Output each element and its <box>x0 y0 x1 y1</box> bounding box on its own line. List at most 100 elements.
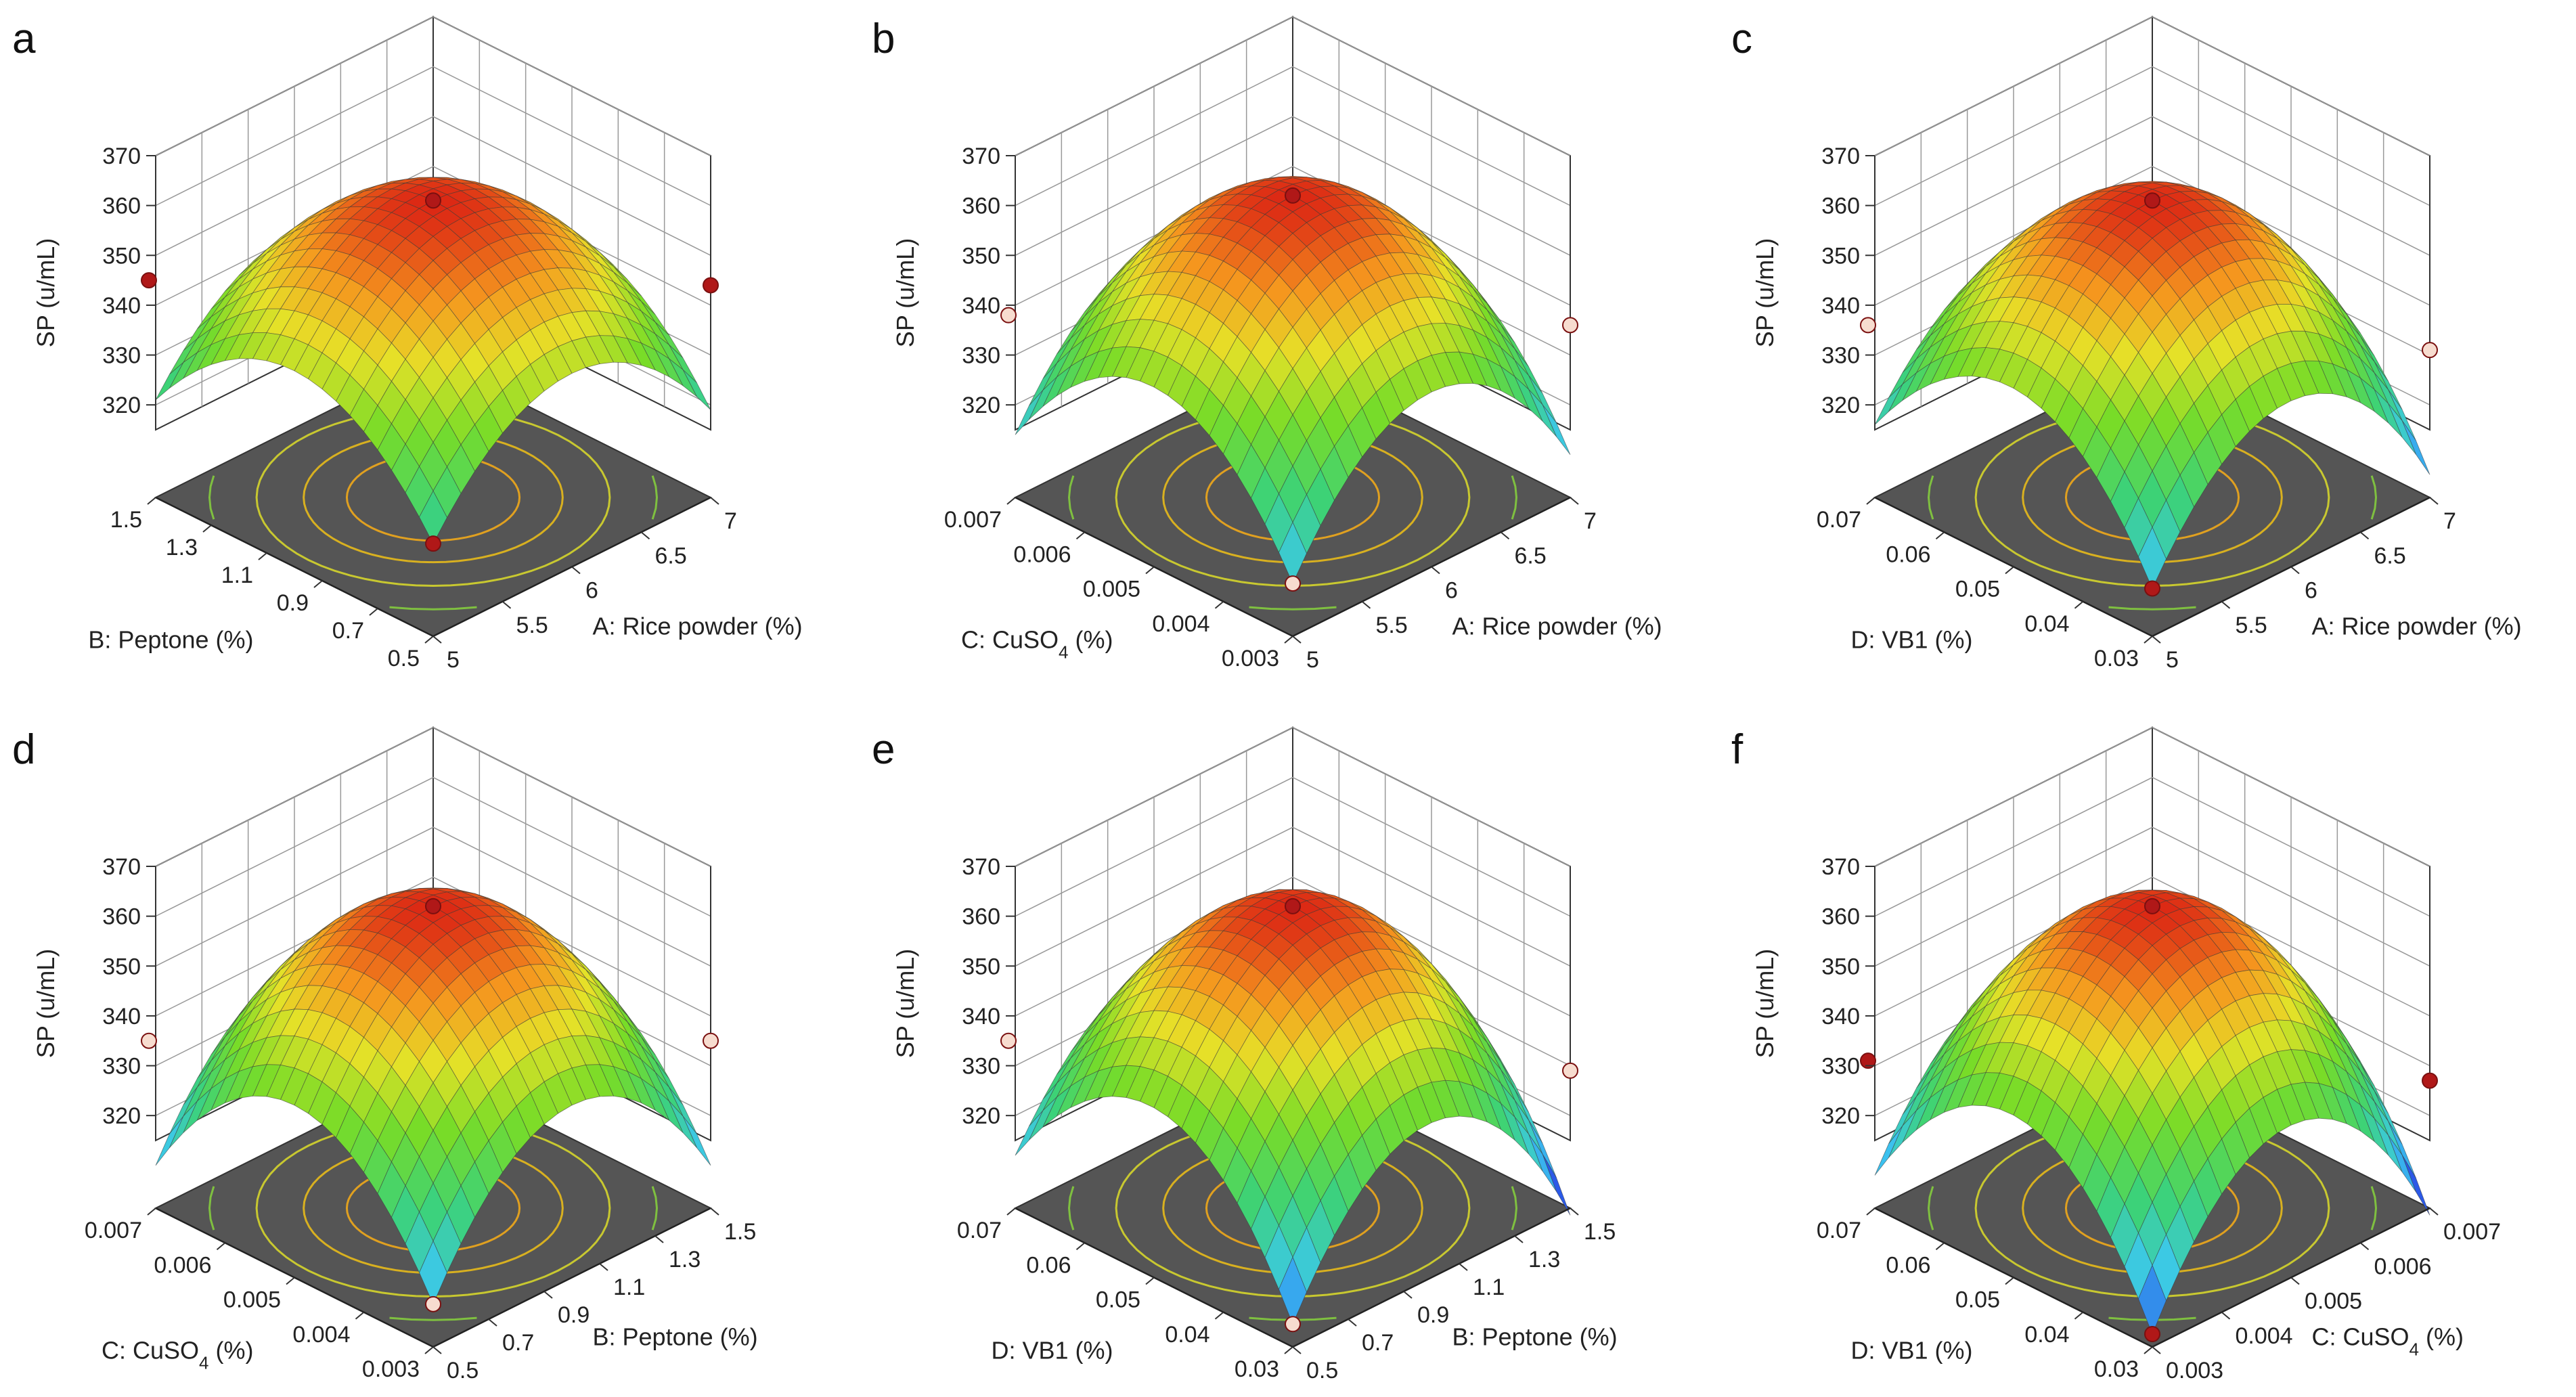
y-axis-label-post: (%) <box>1069 625 1113 653</box>
x-tick <box>1514 1235 1524 1243</box>
contour-line <box>651 1186 659 1230</box>
x-axis-label: B: Peptone (%) <box>593 1323 758 1350</box>
y-axis-label-sub: 4 <box>1059 642 1068 662</box>
z-tick-label: 370 <box>102 854 141 880</box>
surface-patch <box>2138 1264 2167 1335</box>
wall-gridline <box>155 66 711 206</box>
z-tick-label: 370 <box>1821 143 1860 169</box>
y-axis-line <box>155 496 434 638</box>
design-point <box>2144 1326 2160 1342</box>
design-points <box>1860 897 2438 1342</box>
x-axis-label: A: Rice powder (%) <box>1452 612 1662 640</box>
design-point <box>425 192 441 209</box>
surface-patch <box>419 490 447 545</box>
y-tick <box>1075 531 1086 540</box>
z-axis-label: SP (u/mL) <box>32 949 60 1058</box>
x-tick <box>1292 1346 1302 1354</box>
z-tick-label: 360 <box>102 194 141 219</box>
design-point <box>1562 1062 1578 1079</box>
x-tick <box>2221 600 2231 609</box>
y-tick-label: 0.003 <box>1222 646 1279 671</box>
y-tick <box>147 1207 156 1216</box>
y-tick-label: 0.03 <box>1235 1356 1279 1382</box>
y-tick-label: 0.005 <box>1083 577 1140 602</box>
z-axis: 370 360 350 340 330 320 SP (u/mL) <box>1751 854 1875 1129</box>
x-tick-label: 0.9 <box>1417 1302 1449 1328</box>
y-tick-label: 0.06 <box>1886 1252 1930 1278</box>
panel-label: c <box>1731 16 1752 62</box>
y-tick-label: 0.007 <box>85 1218 142 1243</box>
y-tick-label: 1.5 <box>110 507 142 533</box>
y-tick <box>2074 600 2084 609</box>
z-tick-label: 340 <box>962 1004 1000 1029</box>
x-tick-label: 5 <box>2166 647 2179 673</box>
contour-line <box>2370 1186 2378 1230</box>
z-axis-label: SP (u/mL) <box>32 238 60 347</box>
x-tick-label: 0.7 <box>1362 1330 1394 1356</box>
surface-patch <box>1528 1134 1557 1192</box>
y-tick <box>1075 1242 1086 1251</box>
contour-line <box>1927 1186 1934 1230</box>
y-tick <box>369 608 378 616</box>
design-point <box>1860 317 1876 334</box>
y-tick-label: 0.05 <box>1096 1287 1140 1313</box>
y-tick <box>1145 1277 1155 1285</box>
z-axis-label: SP (u/mL) <box>1751 238 1779 347</box>
x-tick-label: 5 <box>1306 647 1319 673</box>
design-point <box>1285 575 1301 592</box>
wall-gridline <box>1874 16 2430 156</box>
wall-gridline <box>155 727 711 867</box>
x-tick <box>571 566 581 575</box>
wall-gridline <box>1015 16 1571 156</box>
contour-line <box>389 1316 477 1321</box>
wall-gridline <box>1015 826 1571 967</box>
y-tick-label: 0.07 <box>1817 507 1861 533</box>
z-tick-label: 360 <box>962 904 1000 930</box>
z-tick-label: 350 <box>102 954 141 979</box>
x-tick-label: 7 <box>2443 508 2456 534</box>
x-tick <box>1403 1291 1413 1299</box>
x-tick-label: 5.5 <box>516 613 548 638</box>
y-tick-label: 0.07 <box>1817 1218 1861 1243</box>
y-tick <box>313 580 323 588</box>
surface-patch <box>419 1240 447 1305</box>
x-tick <box>599 1263 608 1271</box>
wall-gridline <box>1015 776 1571 917</box>
design-point <box>1860 1052 1876 1069</box>
x-tick-label: 0.003 <box>2166 1358 2223 1383</box>
y-tick-label: 0.05 <box>1955 577 2000 602</box>
wall-gridline <box>1015 116 1571 256</box>
y-axis-label-post: (%) <box>209 1336 254 1364</box>
x-axis: 5 5.5 6 6.5 7 A: Rice powder (%) <box>432 497 803 673</box>
design-point <box>1285 897 1301 914</box>
contour-line <box>651 475 659 520</box>
y-tick-label: 0.006 <box>154 1252 211 1278</box>
chart-panel-c: 370 360 350 340 330 320 SP (u/mL) 5 5.5 6 6.5 7 A: R… <box>1731 16 2522 673</box>
z-tick-label: 370 <box>962 143 1000 169</box>
y-axis: 1.5 1.3 1.1 0.9 0.7 0.5 B: Peptone (%) <box>88 497 434 671</box>
design-point <box>703 277 719 294</box>
contour-line <box>1067 475 1075 520</box>
panel-label: f <box>1731 726 1744 773</box>
y-tick-label: 0.006 <box>1013 541 1071 567</box>
x-tick-label: 6 <box>585 578 598 604</box>
z-tick-label: 330 <box>1821 343 1860 369</box>
z-tick-label: 330 <box>962 1054 1000 1080</box>
y-tick <box>1284 1346 1293 1354</box>
panel-label: d <box>12 726 35 773</box>
contour-line <box>389 606 477 611</box>
y-tick <box>2144 636 2153 644</box>
z-tick-label: 370 <box>962 854 1000 880</box>
x-axis-line <box>432 1207 711 1348</box>
design-points <box>141 192 719 552</box>
x-tick <box>2221 1311 2231 1320</box>
response-surface <box>1874 889 2430 1335</box>
z-tick-label: 320 <box>962 1103 1000 1129</box>
y-tick <box>424 1346 434 1354</box>
x-tick-label: 6 <box>1445 578 1458 604</box>
design-point <box>2144 897 2160 914</box>
x-tick <box>2290 1277 2300 1285</box>
y-tick-label: 0.7 <box>332 618 364 644</box>
wall-gridline <box>1874 66 2430 206</box>
